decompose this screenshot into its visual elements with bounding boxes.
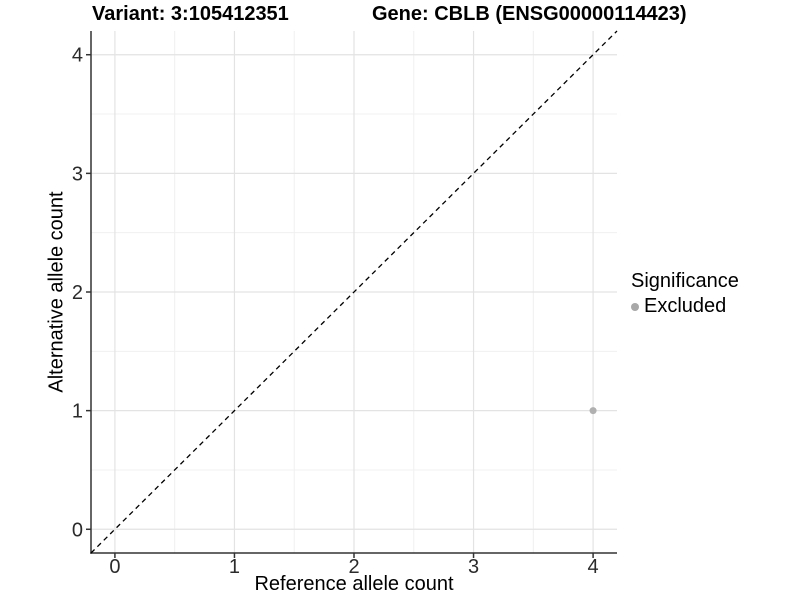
x-tick-label: 2	[348, 556, 359, 578]
y-tick-label: 4	[72, 45, 83, 67]
legend-point-icon	[631, 302, 639, 311]
identity-line	[90, 30, 618, 554]
y-axis-title: Alternative allele count	[45, 191, 68, 393]
legend-title: Significance	[631, 270, 739, 292]
legend: Significance Excluded	[631, 270, 739, 318]
x-tick-label: 1	[229, 556, 240, 578]
x-tick-label: 4	[588, 556, 599, 578]
legend-item-excluded: Excluded	[631, 295, 739, 318]
plot-title-gene: Gene: CBLB (ENSG00000114423)	[372, 3, 687, 25]
legend-item-label: Excluded	[644, 295, 727, 317]
x-axis-title: Reference allele count	[254, 573, 454, 595]
x-tick-label: 3	[468, 556, 479, 578]
y-tick-label: 3	[72, 163, 83, 185]
y-tick-label: 0	[72, 519, 83, 541]
data-point	[589, 407, 597, 415]
y-tick-label: 2	[72, 282, 83, 304]
x-tick-label: 0	[109, 556, 120, 578]
y-tick-label: 1	[72, 401, 83, 423]
plot-title-variant: Variant: 3:105412351	[92, 3, 289, 25]
